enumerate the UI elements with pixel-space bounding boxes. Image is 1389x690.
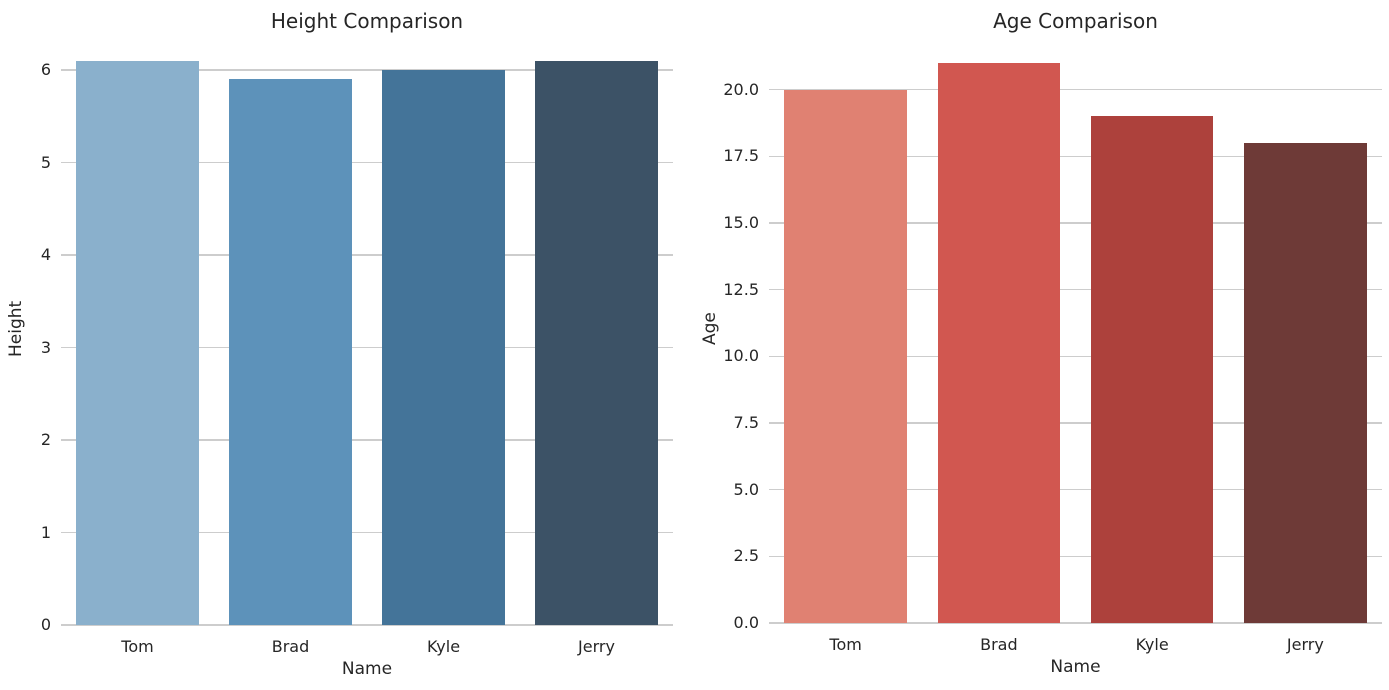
y-tick-label: 2 — [40, 430, 51, 449]
x-tick-label-brad: Brad — [980, 635, 1018, 654]
gridline-y-20.0 — [769, 88, 1382, 91]
bar-kyle-height — [382, 70, 505, 625]
y-tick-label: 15.0 — [723, 213, 759, 232]
x-tick-label-kyle: Kyle — [1135, 635, 1169, 654]
gridline-y-5.0 — [769, 488, 1382, 491]
bar-kyle-age — [1090, 116, 1214, 623]
gridline-y-12.5 — [769, 288, 1382, 291]
x-axis-label: Name — [1050, 657, 1101, 677]
gridline-y-7.5 — [769, 422, 1382, 424]
chart-title: Height Comparison — [270, 9, 464, 33]
y-tick-label: 0.0 — [733, 613, 759, 632]
gridline-y-5 — [61, 161, 673, 164]
gridline-y-1 — [61, 531, 673, 534]
x-tick-label-jerry: Jerry — [578, 637, 615, 656]
y-tick-label: 2.5 — [733, 546, 759, 566]
height-comparison-chart: Height Comparison Height 0 1 2 3 4 5 6 Tom Brad K… — [0, 0, 694, 690]
age-comparison-chart: Age Comparison Age 0.0 2.5 5.0 7.5 10.0 12.5 1… — [694, 0, 1389, 690]
gridline-y-0.0 — [769, 622, 1382, 624]
y-tick-label: 20.0 — [723, 79, 759, 99]
y-tick-label: 4 — [40, 245, 51, 264]
y-tick-label: 10.0 — [723, 346, 759, 366]
x-tick-label-brad: Brad — [271, 637, 310, 656]
plot-area: 0.0 2.5 5.0 7.5 10.0 12.5 15.0 17.5 20.0 Tom Brad K… — [723, 35, 1382, 654]
bar-brad-height — [229, 79, 352, 625]
x-tick-label-jerry: Jerry — [1286, 635, 1324, 654]
x-tick-label-tom: Tom — [121, 637, 154, 656]
gridline-y-0 — [61, 624, 673, 626]
gridline-y-17.5 — [769, 155, 1382, 158]
bar-tom-height — [76, 60, 199, 625]
bar-jerry-age — [1244, 143, 1367, 623]
y-tick-label: 5.0 — [733, 479, 759, 499]
y-tick-label: 3 — [40, 337, 51, 357]
gridline-y-3 — [61, 346, 673, 349]
bar-jerry-height — [535, 60, 658, 625]
x-tick-label-tom: Tom — [829, 635, 862, 654]
chart-title: Age Comparison — [993, 9, 1158, 33]
x-axis-label: Name — [341, 659, 393, 679]
x-tick-label-kyle: Kyle — [426, 637, 461, 656]
y-axis-label: Age — [700, 312, 720, 346]
gridline-y-2 — [61, 439, 673, 441]
gridline-y-4 — [61, 254, 673, 256]
gridline-y-2.5 — [769, 555, 1382, 558]
gridline-y-10.0 — [769, 355, 1382, 358]
y-tick-label: 6 — [40, 60, 51, 79]
plot-area: 0 1 2 3 4 5 6 Tom Brad Kyle Jerry — [41, 33, 673, 656]
y-tick-label: 0 — [40, 615, 51, 634]
y-tick-label: 1 — [40, 522, 51, 542]
gridline-y-15.0 — [769, 222, 1382, 224]
bar-tom-age — [784, 89, 907, 623]
bar-brad-age — [937, 63, 1061, 623]
y-tick-label: 5 — [40, 152, 51, 172]
y-tick-label: 7.5 — [733, 413, 759, 432]
y-tick-label: 17.5 — [723, 146, 759, 166]
gridline-y-6 — [61, 69, 673, 71]
y-tick-label: 12.5 — [723, 279, 759, 299]
